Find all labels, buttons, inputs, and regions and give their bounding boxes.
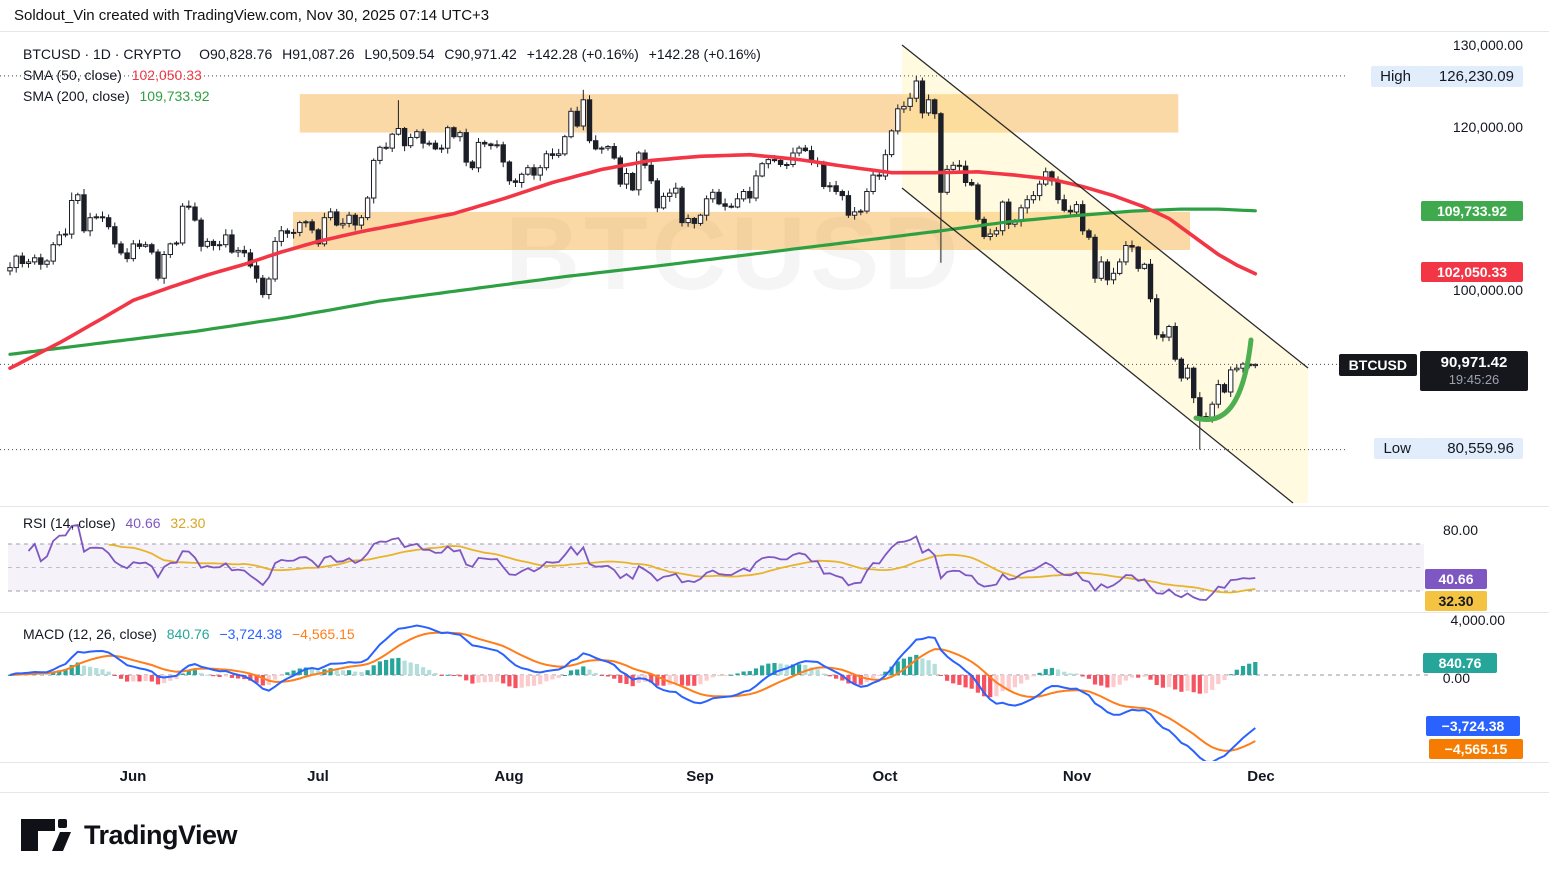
macd-line-badge: −3,724.38 [1426, 716, 1520, 736]
axis-month-nov: Nov [1062, 768, 1092, 785]
sma200-legend-row[interactable]: SMA (200, close) 109,733.92 [23, 88, 216, 104]
rsi-label: RSI (14, close) [23, 515, 116, 531]
ohlc-high: H91,087.26 [282, 46, 355, 62]
rsi-value: 40.66 [125, 515, 161, 531]
high-value-chip: 126,230.09 [1419, 66, 1523, 87]
rsi-value-badge: 40.66 [1425, 569, 1487, 589]
sma50-label: SMA (50, close) [23, 67, 122, 83]
axis-divider [0, 792, 1549, 793]
sma50-legend-row[interactable]: SMA (50, close) 102,050.33 [23, 67, 208, 83]
rsi-legend-row[interactable]: RSI (14, close) 40.66 32.30 [23, 515, 211, 531]
macd-legend-row[interactable]: MACD (12, 26, close) 840.76 −3,724.38 −4… [23, 626, 361, 642]
symbol-legend-row[interactable]: BTCUSD · 1D · CRYPTO O90,828.76 H91,087.… [23, 46, 767, 62]
pane-divider-1 [0, 506, 1549, 507]
axis-month-jul: Jul [307, 768, 329, 785]
price-tick-120000: 120,000.00 [1452, 119, 1523, 135]
change-pct: +142.28 (+0.16%) [648, 46, 761, 62]
ohlc-low: L90,509.54 [364, 46, 435, 62]
symbol-title: BTCUSD · 1D · CRYPTO [23, 46, 182, 62]
pane-divider-2 [0, 612, 1549, 613]
price-tick-100000: 100,000.00 [1452, 282, 1523, 298]
low-label-chip: Low [1374, 438, 1420, 459]
tradingview-logo-text: TradingView [84, 819, 238, 850]
bar-countdown: 19:45:26 [1448, 372, 1500, 387]
sma200-label: SMA (200, close) [23, 88, 130, 104]
ohlc-open: O90,828.76 [199, 46, 273, 62]
header-divider [0, 31, 1549, 32]
axis-month-aug: Aug [494, 768, 524, 785]
price-tick-130000: 130,000.00 [1452, 37, 1523, 53]
macd-line-value: −3,724.38 [219, 626, 283, 642]
sma200-value: 109,733.92 [139, 88, 210, 104]
sma50-value: 102,050.33 [131, 67, 202, 83]
attribution-text: Soldout_Vin created with TradingView.com… [14, 7, 490, 24]
macd-signal-value: −4,565.15 [292, 626, 355, 642]
last-price-badge[interactable]: 90,971.42 19:45:26 [1420, 351, 1528, 391]
rsi-ma-value: 32.30 [170, 515, 206, 531]
axis-month-sep: Sep [686, 768, 714, 785]
macd-signal-badge: −4,565.15 [1429, 739, 1523, 759]
pane-divider-3 [0, 762, 1549, 763]
rsi-ma-badge: 32.30 [1425, 591, 1487, 611]
macd-label: MACD (12, 26, close) [23, 626, 157, 642]
macd-tick-0: 0.00 [1442, 670, 1470, 686]
ohlc-close: C90,971.42 [444, 46, 517, 62]
macd-tick-4000: 4,000.00 [1450, 612, 1506, 628]
tradingview-logo[interactable]: TradingView [20, 818, 238, 852]
symbol-watermark: BTCUSD [505, 196, 963, 312]
macd-hist-badge: 840.76 [1423, 653, 1497, 673]
sma200-price-badge: 109,733.92 [1421, 201, 1523, 221]
rsi-tick-80: 80.00 [1442, 522, 1478, 538]
high-label-chip: High [1371, 66, 1420, 87]
last-price-value: 90,971.42 [1440, 354, 1508, 371]
low-value-chip: 80,559.96 [1419, 438, 1523, 459]
axis-month-oct: Oct [872, 768, 898, 785]
change-abs: +142.28 (+0.16%) [526, 46, 639, 62]
tradingview-logo-icon [21, 819, 71, 851]
axis-month-dec: Dec [1247, 768, 1275, 785]
sma50-price-badge: 102,050.33 [1421, 262, 1523, 282]
axis-month-jun: Jun [119, 768, 147, 785]
last-price-symbol-badge[interactable]: BTCUSD [1338, 354, 1417, 376]
macd-hist-value: 840.76 [166, 626, 210, 642]
